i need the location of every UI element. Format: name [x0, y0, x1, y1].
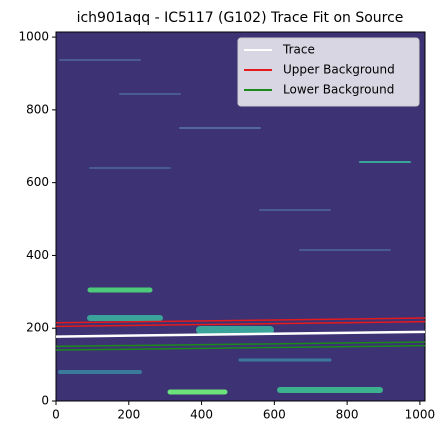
series-line [55, 330, 426, 338]
series-line [55, 320, 426, 328]
x-tick-label: 0 [52, 408, 60, 422]
legend-label: Upper Background [283, 63, 395, 77]
legend-box [237, 37, 420, 107]
y-tick-label: 400 [26, 248, 49, 262]
x-tick-label: 400 [190, 408, 213, 422]
x-tick-label: 1000 [405, 408, 436, 422]
plot-frame [55, 31, 426, 402]
chart-title: ich901aqq - IC5117 (G102) Trace Fit on S… [77, 10, 404, 26]
y-tick-label: 600 [26, 175, 49, 189]
x-tick-label: 200 [117, 408, 140, 422]
x-tick-label: 600 [263, 408, 286, 422]
series-line [55, 344, 426, 351]
y-tick-label: 800 [26, 102, 49, 116]
series-line [55, 341, 426, 348]
y-tick-label: 0 [41, 394, 49, 408]
x-tick-label: 800 [336, 408, 359, 422]
legend-label: Trace [282, 43, 315, 57]
y-tick-label: 200 [26, 321, 49, 335]
legend-label: Lower Background [283, 83, 394, 97]
y-tick-label: 1000 [18, 30, 49, 44]
series-line [55, 317, 426, 324]
